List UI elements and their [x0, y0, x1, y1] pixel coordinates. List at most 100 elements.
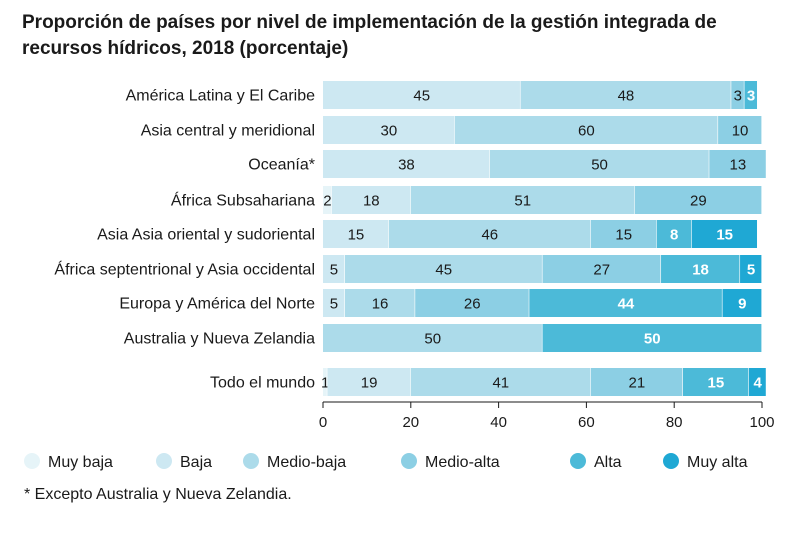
bar-segment — [682, 368, 749, 396]
data-label: 15 — [708, 375, 725, 392]
data-label: 38 — [398, 157, 415, 174]
category-label: Todo el mundo — [210, 375, 315, 392]
bar-segment — [744, 81, 758, 109]
data-label: 60 — [578, 123, 595, 140]
data-label: 27 — [593, 262, 610, 279]
data-label: 26 — [464, 296, 481, 313]
data-label: 1 — [321, 375, 329, 392]
legend: Muy baja Baja Medio-baja Medio-alta Alta Muy … — [24, 453, 748, 471]
footnote: * Excepto Australia y Nueva Zelandia. — [24, 486, 292, 503]
legend-label: Muy alta — [687, 454, 748, 471]
bar-segment — [731, 81, 744, 109]
legend-label: Muy baja — [48, 454, 113, 471]
bar-segment — [691, 220, 758, 248]
data-label: 50 — [591, 157, 608, 174]
bar-segment — [718, 116, 762, 144]
data-label: 48 — [618, 88, 635, 105]
data-label: 18 — [363, 193, 380, 210]
data-label: 15 — [348, 227, 365, 244]
bar-segment — [415, 289, 529, 317]
category-label: América Latina y El Caribe — [126, 88, 316, 105]
data-label: 3 — [734, 88, 742, 105]
category-labels: América Latina y El Caribe Asia central y… — [54, 88, 315, 392]
data-label: 51 — [514, 193, 531, 210]
x-axis: 0 20 40 60 80 100 — [319, 401, 775, 431]
data-label: 5 — [747, 262, 755, 279]
bar-segment — [748, 368, 766, 396]
data-label: 4 — [753, 375, 762, 392]
data-label: 2 — [323, 193, 331, 210]
bar-segment — [542, 255, 661, 283]
data-label: 13 — [730, 157, 747, 174]
bar-segment — [520, 81, 731, 109]
data-label: 29 — [690, 193, 707, 210]
legend-swatch — [570, 453, 586, 469]
data-label: 9 — [738, 296, 746, 313]
x-tick-label: 20 — [402, 414, 419, 431]
data-label: 50 — [424, 331, 441, 348]
category-label: Asia Asia oriental y sudoriental — [97, 227, 315, 244]
data-label: 8 — [670, 227, 678, 244]
legend-label: Alta — [594, 454, 622, 471]
category-label: Europa y América del Norte — [119, 296, 315, 313]
bar-segment — [740, 255, 762, 283]
data-label: 21 — [629, 375, 646, 392]
data-label: 16 — [372, 296, 389, 313]
data-label: 15 — [615, 227, 632, 244]
bar-segment — [323, 150, 490, 178]
bar-segment — [656, 220, 692, 248]
data-label: 30 — [381, 123, 398, 140]
bar-segment — [529, 289, 722, 317]
chart-title: Proporción de países por nivel de implem… — [22, 12, 717, 59]
data-label: 50 — [644, 331, 661, 348]
bar-segment — [323, 324, 542, 352]
data-label: 18 — [692, 262, 709, 279]
bar-segment — [323, 186, 332, 214]
bar-segment — [327, 368, 411, 396]
x-tick-label: 40 — [490, 414, 507, 431]
bar-segment — [410, 368, 591, 396]
bar-segment — [410, 186, 635, 214]
legend-label: Medio-alta — [425, 454, 500, 471]
data-label: 41 — [492, 375, 509, 392]
bar-segment — [489, 150, 709, 178]
category-label: Australia y Nueva Zelandia — [124, 331, 315, 348]
bar-segment — [323, 116, 455, 144]
data-label: 10 — [732, 123, 749, 140]
bar-segment — [590, 220, 657, 248]
bar-segment — [331, 186, 411, 214]
data-label: 45 — [435, 262, 452, 279]
legend-swatch — [663, 453, 679, 469]
bar-segment — [634, 186, 762, 214]
bar-segment — [323, 220, 389, 248]
legend-swatch — [24, 453, 40, 469]
data-label: 45 — [413, 88, 430, 105]
category-label: Oceanía* — [248, 157, 315, 174]
legend-swatch — [243, 453, 259, 469]
bar-segment — [709, 150, 766, 178]
legend-swatch — [401, 453, 417, 469]
bar-segment — [454, 116, 718, 144]
data-label: 5 — [330, 296, 338, 313]
bar-segment — [323, 289, 345, 317]
bar-segment — [542, 324, 762, 352]
x-tick-label: 0 — [319, 414, 327, 431]
bar-segment — [388, 220, 591, 248]
bar-segment — [344, 255, 542, 283]
bar-segment — [323, 368, 327, 396]
legend-label: Baja — [180, 454, 212, 471]
bar-segment — [661, 255, 740, 283]
bar-segment — [590, 368, 683, 396]
bar-segment — [323, 81, 520, 109]
data-label: 19 — [361, 375, 378, 392]
x-tick-label: 100 — [749, 414, 774, 431]
category-label: África septentrional y Asia occidental — [54, 260, 315, 279]
data-label: 46 — [481, 227, 498, 244]
category-label: África Subsahariana — [171, 191, 315, 210]
bar-segment — [344, 289, 415, 317]
bar-segment — [323, 255, 345, 283]
data-label: 15 — [716, 227, 733, 244]
legend-swatch — [156, 453, 172, 469]
